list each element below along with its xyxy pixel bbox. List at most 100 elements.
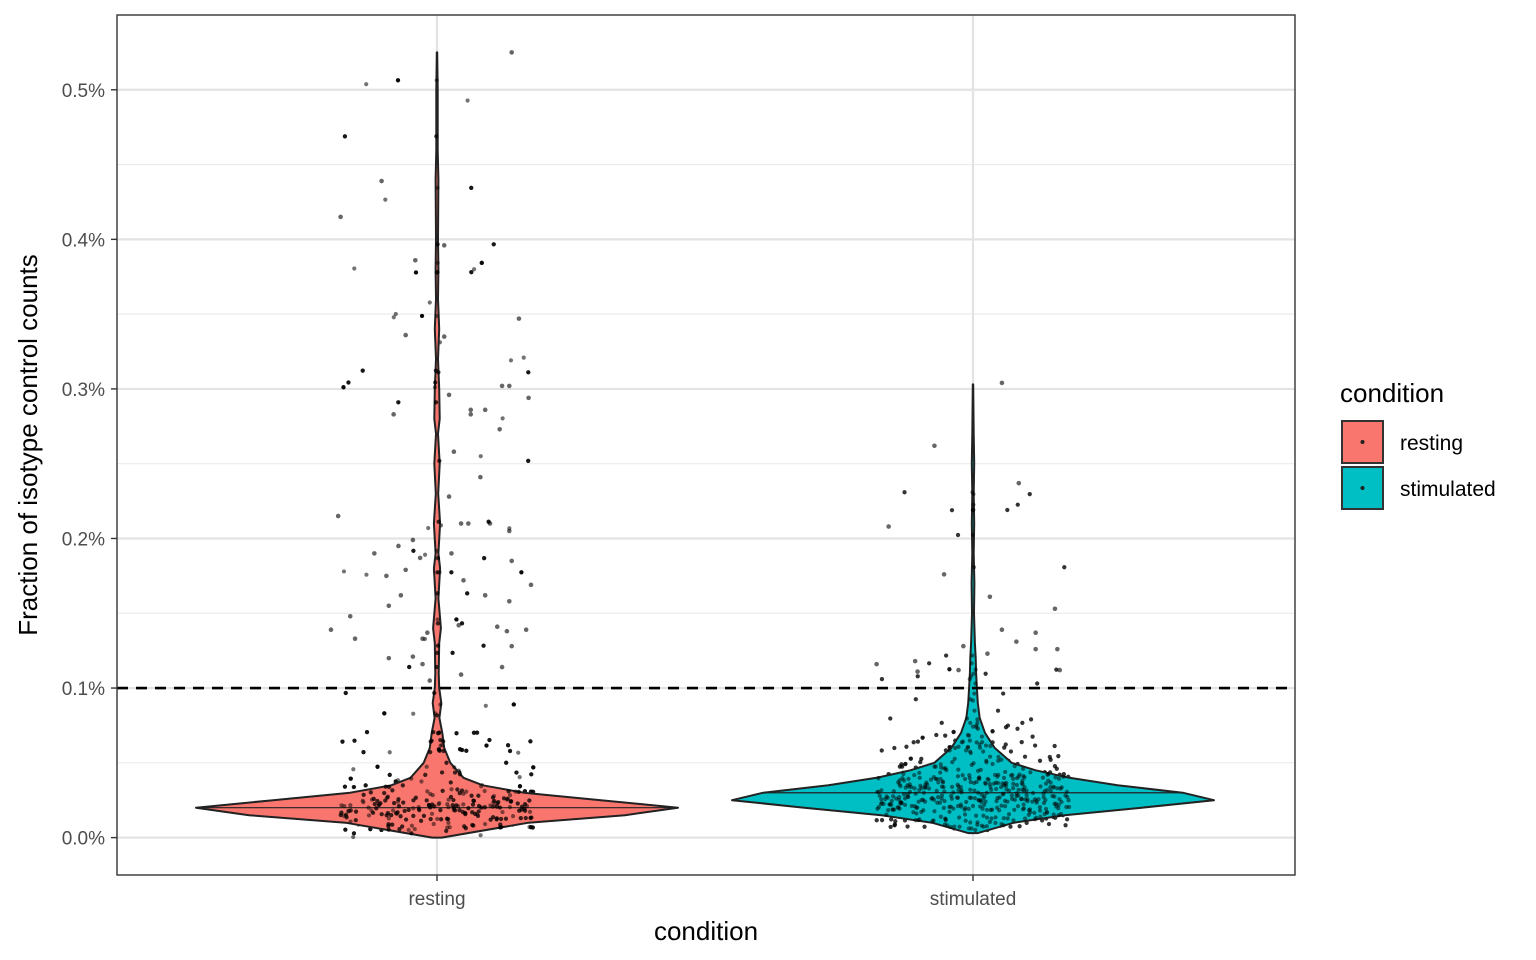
data-point <box>438 808 443 813</box>
outlier-point <box>466 521 471 526</box>
data-point <box>952 824 957 829</box>
data-point <box>911 810 916 815</box>
data-point <box>934 732 939 738</box>
data-point <box>955 532 961 538</box>
data-point <box>343 812 349 818</box>
outlier-point <box>961 643 966 649</box>
data-point <box>1012 763 1017 769</box>
outlier-point <box>509 50 515 55</box>
data-point <box>343 827 348 832</box>
data-point <box>1043 781 1049 786</box>
data-point <box>893 819 898 824</box>
data-point <box>363 783 368 788</box>
data-point <box>981 813 986 818</box>
outlier-point <box>1016 480 1022 486</box>
data-point <box>984 758 989 763</box>
data-point <box>433 368 438 373</box>
data-point <box>996 754 1001 760</box>
data-point <box>1041 800 1047 806</box>
data-point <box>1037 758 1043 763</box>
data-point <box>956 767 961 772</box>
data-point <box>413 270 419 275</box>
data-point <box>875 789 880 795</box>
data-point <box>360 368 365 373</box>
data-point <box>898 801 903 806</box>
outlier-point <box>526 395 531 401</box>
data-point <box>435 185 440 191</box>
data-point <box>934 788 939 793</box>
data-point <box>1012 807 1017 812</box>
data-point <box>917 775 922 780</box>
data-point <box>901 792 907 797</box>
outlier-point <box>441 243 447 248</box>
data-point <box>984 790 989 795</box>
data-point <box>528 815 533 821</box>
data-point <box>435 242 440 247</box>
data-point <box>469 185 474 191</box>
data-point <box>964 716 970 721</box>
data-point <box>970 724 976 729</box>
data-point <box>505 743 511 748</box>
violins <box>195 51 1215 839</box>
data-point <box>984 807 990 813</box>
data-point <box>1020 782 1025 787</box>
data-point <box>403 817 409 822</box>
data-point <box>977 776 982 781</box>
data-point <box>878 801 884 807</box>
data-point <box>1021 773 1026 779</box>
data-point <box>967 776 972 781</box>
data-point <box>967 738 972 743</box>
legend-item-stimulated: stimulated <box>1341 466 1496 510</box>
data-point <box>426 525 431 531</box>
data-point <box>922 799 928 804</box>
data-point <box>966 733 972 738</box>
data-point <box>975 768 981 773</box>
outlier-point <box>403 567 408 573</box>
data-point <box>894 796 899 801</box>
data-point <box>931 818 936 823</box>
data-point <box>454 731 459 736</box>
data-point <box>342 134 348 139</box>
data-point <box>975 717 980 722</box>
data-point <box>1058 811 1064 817</box>
data-point <box>434 548 439 553</box>
data-point <box>1005 799 1010 804</box>
outlier-point <box>456 622 461 628</box>
data-point <box>1064 789 1069 794</box>
data-point <box>974 813 979 818</box>
outlier-point <box>410 654 416 659</box>
data-point <box>981 802 987 807</box>
data-point <box>479 784 484 789</box>
data-point <box>511 702 516 707</box>
outlier-point <box>523 627 529 633</box>
outlier-point <box>487 521 493 526</box>
data-point <box>1026 808 1032 813</box>
outlier-point <box>427 678 433 683</box>
data-point <box>465 98 470 103</box>
data-point <box>977 742 982 747</box>
data-point <box>522 802 528 807</box>
outlier-point <box>384 573 389 579</box>
data-point <box>999 803 1004 808</box>
data-point <box>960 773 965 778</box>
data-point <box>917 770 922 775</box>
data-point <box>1011 786 1016 791</box>
data-point <box>921 790 926 795</box>
data-point <box>395 810 400 815</box>
data-point <box>434 78 439 83</box>
data-point <box>400 824 405 829</box>
data-point <box>503 816 509 821</box>
data-point <box>964 799 969 805</box>
outlier-point <box>932 443 937 449</box>
data-point <box>1011 781 1016 786</box>
data-point <box>906 776 911 781</box>
data-point <box>1032 810 1037 815</box>
data-point <box>967 773 972 778</box>
data-point <box>902 802 908 807</box>
y-tick-label: 0.1% <box>62 679 105 700</box>
data-point <box>968 720 973 725</box>
data-point <box>951 729 956 735</box>
data-point <box>973 667 978 672</box>
data-point <box>1003 742 1008 747</box>
